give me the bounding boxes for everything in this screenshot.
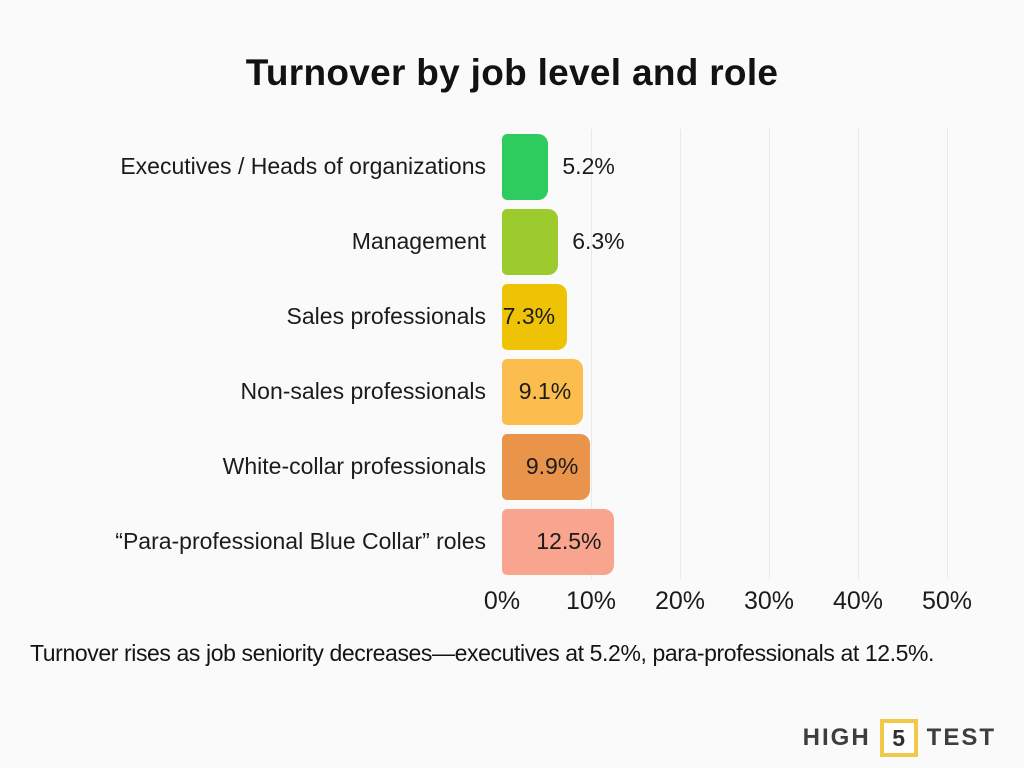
chart-row-non-sales: Non-sales professionals 9.1% (0, 354, 1024, 429)
bar-white-collar: 9.9% (502, 433, 591, 500)
bar-para-professional: 12.5% (502, 508, 614, 575)
category-label: “Para-professional Blue Collar” roles (115, 528, 486, 554)
plot-area: 7.3% (502, 283, 1024, 350)
bar-value-label: 9.1% (518, 378, 572, 404)
category-label: Executives / Heads of organizations (120, 153, 486, 179)
chart-row-sales: Sales professionals 7.3% (0, 279, 1024, 354)
x-axis: 0% 10% 20% 30% 40% 50% (484, 587, 972, 621)
bar-non-sales: 9.1% (502, 358, 584, 425)
chart-title: Turnover by job level and role (245, 52, 779, 93)
x-tick-label-30: 30% (743, 587, 795, 615)
bar-management: 6.3% (502, 208, 625, 275)
chart-rows: Executives / Heads of organizations 5.2%… (0, 129, 1024, 579)
logo-5-badge-icon: 5 (879, 719, 918, 757)
logo-word-high: HIGH (802, 724, 871, 751)
chart-caption: Turnover rises as job seniority decrease… (30, 640, 935, 666)
bar-value-label: 6.3% (572, 228, 625, 254)
plot-area: 9.1% (502, 358, 1024, 425)
category-label: Management (351, 228, 486, 254)
plot-area: 12.5% (502, 508, 1024, 575)
bar-value-label: 12.5% (536, 528, 602, 554)
bar-value-label: 9.9% (525, 453, 579, 479)
bar-value-label: 7.3% (502, 303, 556, 329)
bar-value-label: 5.2% (562, 153, 615, 179)
x-tick-label-10: 10% (565, 587, 617, 615)
bar-sales: 7.3% (502, 283, 568, 350)
x-tick-label-40: 40% (832, 587, 884, 615)
x-tick-label-0: 0% (483, 587, 521, 615)
plot-area: 9.9% (502, 433, 1024, 500)
high5test-logo: HIGH 5 TEST (803, 719, 996, 757)
chart-row-executives: Executives / Heads of organizations 5.2% (0, 129, 1024, 204)
plot-area: 5.2% (502, 133, 1024, 200)
chart-row-white-collar: White-collar professionals 9.9% (0, 429, 1024, 504)
bar-executives: 5.2% (502, 133, 615, 200)
x-tick-label-20: 20% (654, 587, 706, 615)
logo-word-test: TEST (926, 724, 996, 751)
chart-row-para-professional: “Para-professional Blue Collar” roles 12… (0, 504, 1024, 579)
category-label: White-collar professionals (222, 453, 486, 479)
chart-row-management: Management 6.3% (0, 204, 1024, 279)
category-label: Non-sales professionals (240, 378, 486, 404)
plot-area: 6.3% (502, 208, 1024, 275)
bar-chart: Executives / Heads of organizations 5.2%… (0, 129, 1024, 621)
category-label: Sales professionals (286, 303, 486, 329)
x-tick-label-50: 50% (921, 587, 973, 615)
